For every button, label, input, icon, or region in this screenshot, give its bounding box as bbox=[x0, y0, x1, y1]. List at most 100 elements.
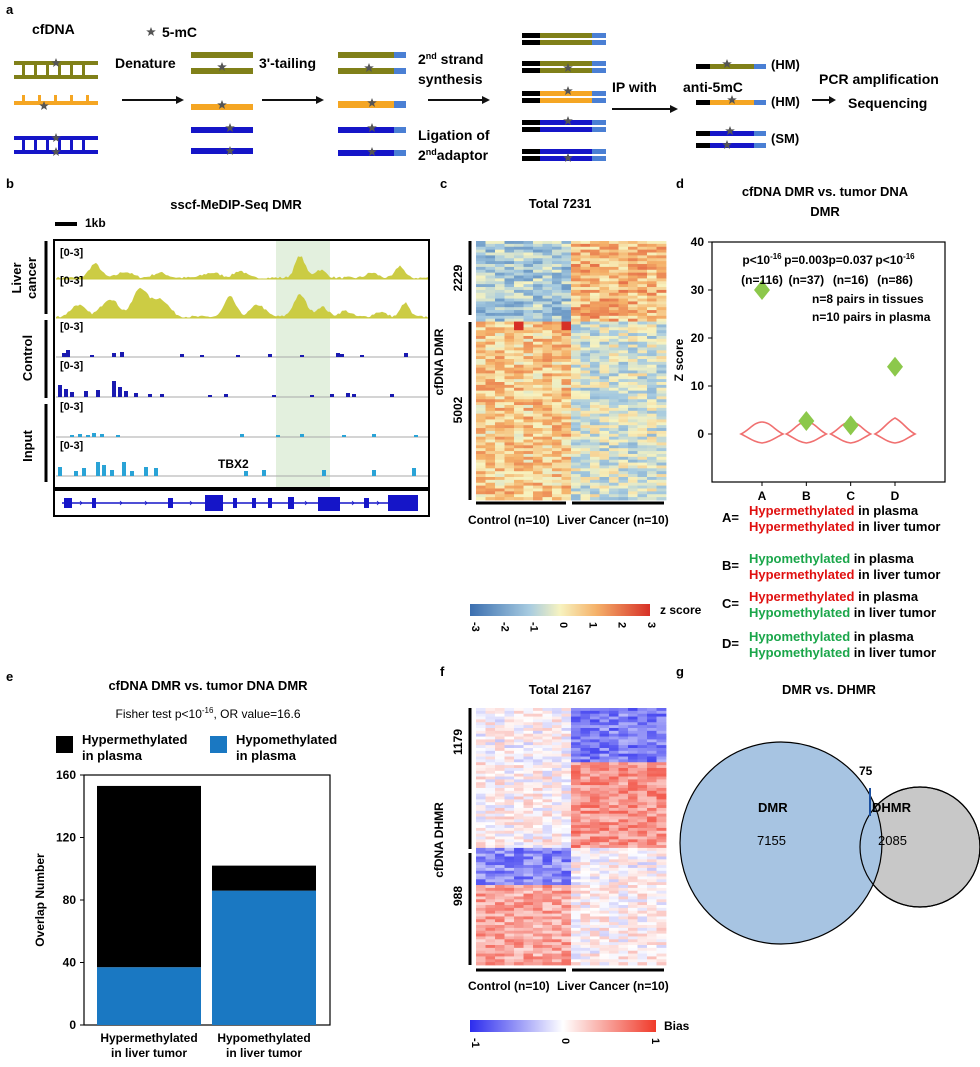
heatmap-f-cell bbox=[542, 799, 553, 803]
heatmap-f-cell bbox=[533, 805, 543, 809]
heatmap-f-cell bbox=[571, 945, 581, 949]
heatmap-f-cell bbox=[609, 836, 619, 840]
heatmap-c-cell bbox=[504, 399, 515, 403]
heatmap-c-cell bbox=[504, 482, 515, 487]
heatmap-c-cell bbox=[485, 341, 496, 345]
heatmap-c-cell bbox=[628, 425, 638, 429]
heatmap-c-cell bbox=[599, 364, 610, 369]
heatmap-c-cell bbox=[542, 425, 553, 429]
heatmap-f-cell bbox=[618, 922, 629, 926]
heatmap-f-cell bbox=[571, 845, 581, 849]
heatmap-f-cell bbox=[542, 896, 553, 900]
heatmap-c-cell bbox=[485, 287, 496, 291]
heatmap-c-cell bbox=[542, 284, 553, 288]
heatmap-c-cell bbox=[609, 471, 619, 475]
heatmap-c-cell bbox=[495, 428, 505, 432]
heatmap-c-cell bbox=[580, 422, 591, 426]
heatmap-c-cell bbox=[485, 261, 496, 265]
heatmap-c-cell bbox=[476, 468, 486, 472]
heatmap-c-cell bbox=[552, 301, 562, 305]
heatmap-f-cell bbox=[476, 942, 486, 946]
heatmap-c-cell bbox=[476, 252, 486, 256]
heatmap-c-cell bbox=[571, 335, 581, 340]
heatmap-c-cell bbox=[609, 243, 619, 248]
heatmap-c-cell bbox=[647, 370, 657, 374]
heatmap-f-cell bbox=[476, 833, 486, 837]
heatmap-f-cell bbox=[656, 865, 667, 869]
heatmap-c-cell bbox=[514, 482, 524, 487]
heatmap-c-cell bbox=[609, 428, 619, 432]
heatmap-c-cell bbox=[561, 370, 572, 374]
heatmap-f-cell bbox=[580, 956, 591, 960]
heatmap-f-cell bbox=[580, 733, 591, 737]
heatmap-f-cell bbox=[628, 756, 638, 760]
heatmap-f-cell bbox=[656, 787, 667, 792]
heatmap-f-cell bbox=[561, 827, 572, 832]
heatmap-c-cell bbox=[590, 379, 600, 383]
heatmap-f-cell bbox=[495, 759, 505, 763]
heatmap-c-cell bbox=[514, 272, 524, 276]
heatmap-f-cell bbox=[618, 845, 629, 849]
heatmap-c-cell bbox=[618, 255, 629, 259]
heatmap-f-cell bbox=[485, 825, 496, 829]
heatmap-f-cell bbox=[637, 930, 648, 934]
heatmap-c-cell bbox=[514, 341, 524, 345]
heatmap-f-cell bbox=[656, 856, 667, 860]
heatmap-f-cell bbox=[552, 927, 562, 932]
heatmap-f-cell bbox=[580, 765, 591, 769]
heatmap-c-cell bbox=[514, 497, 524, 501]
heatmap-f-cell bbox=[590, 913, 600, 917]
heatmap-f-cell bbox=[533, 893, 543, 897]
heatmap-f-cell bbox=[580, 790, 591, 795]
heatmap-c-cell bbox=[599, 442, 610, 446]
heatmap-c-cell bbox=[637, 304, 648, 308]
heatmap-c-cell bbox=[514, 416, 524, 420]
heatmap-c-cell bbox=[523, 407, 534, 412]
heatmap-f-cell bbox=[523, 913, 534, 917]
heatmap-c-cell bbox=[628, 439, 638, 443]
heatmap-f-cell bbox=[476, 822, 486, 826]
heatmap-c-cell bbox=[599, 482, 610, 487]
heatmap-c-cell bbox=[599, 476, 610, 481]
heatmap-f-cell bbox=[628, 947, 638, 952]
heatmap-f-cell bbox=[495, 762, 505, 766]
heatmap-c-cell bbox=[561, 330, 572, 334]
heatmap-c-cell bbox=[485, 462, 496, 466]
heatmap-f-cell bbox=[495, 833, 505, 837]
heatmap-c-cell bbox=[552, 278, 562, 282]
heatmap-c-cell bbox=[485, 488, 496, 492]
heatmap-c-cell bbox=[637, 379, 648, 383]
heatmap-f-cell bbox=[542, 933, 553, 937]
heatmap-f-cell bbox=[647, 790, 657, 795]
heatmap-f-cell bbox=[618, 890, 629, 895]
heatmap-f-cell bbox=[599, 839, 610, 843]
heatmap-f-cell bbox=[561, 802, 572, 806]
plot-e-ytick: 40 bbox=[63, 956, 77, 970]
heatmap-c-cell bbox=[618, 333, 629, 337]
heatmap-f-cell bbox=[495, 916, 505, 920]
heatmap-c-cell bbox=[495, 284, 505, 288]
heatmap-c-cell bbox=[571, 315, 581, 320]
heatmap-f-cell bbox=[571, 725, 581, 729]
heatmap-f-cell bbox=[542, 708, 553, 712]
heatmap-c-cell bbox=[476, 459, 486, 463]
heatmap-c-cell bbox=[523, 258, 534, 262]
heatmap-c-cell bbox=[495, 243, 505, 248]
heatmap-f-cell bbox=[504, 862, 515, 866]
heatmap-c-cell bbox=[580, 315, 591, 320]
heatmap-f-cell bbox=[618, 867, 629, 872]
heatmap-f-cell bbox=[542, 907, 553, 912]
heatmap-f-cell bbox=[533, 842, 543, 846]
heatmap-c-cell bbox=[637, 491, 648, 495]
heatmap-f-cell bbox=[571, 810, 581, 815]
heatmap-c-cell bbox=[504, 410, 515, 415]
heatmap-c-cell bbox=[609, 376, 619, 380]
heatmap-c-cell bbox=[647, 272, 657, 276]
heatmap-f-cell bbox=[656, 956, 667, 960]
heatmap-c-cell bbox=[533, 462, 543, 466]
heatmap-c-cell bbox=[637, 384, 648, 389]
heatmap-f-cell bbox=[533, 733, 543, 737]
heatmap-c-cell bbox=[533, 482, 543, 487]
heatmap-f-cell bbox=[514, 899, 524, 903]
heatmap-c-cell bbox=[618, 476, 629, 481]
